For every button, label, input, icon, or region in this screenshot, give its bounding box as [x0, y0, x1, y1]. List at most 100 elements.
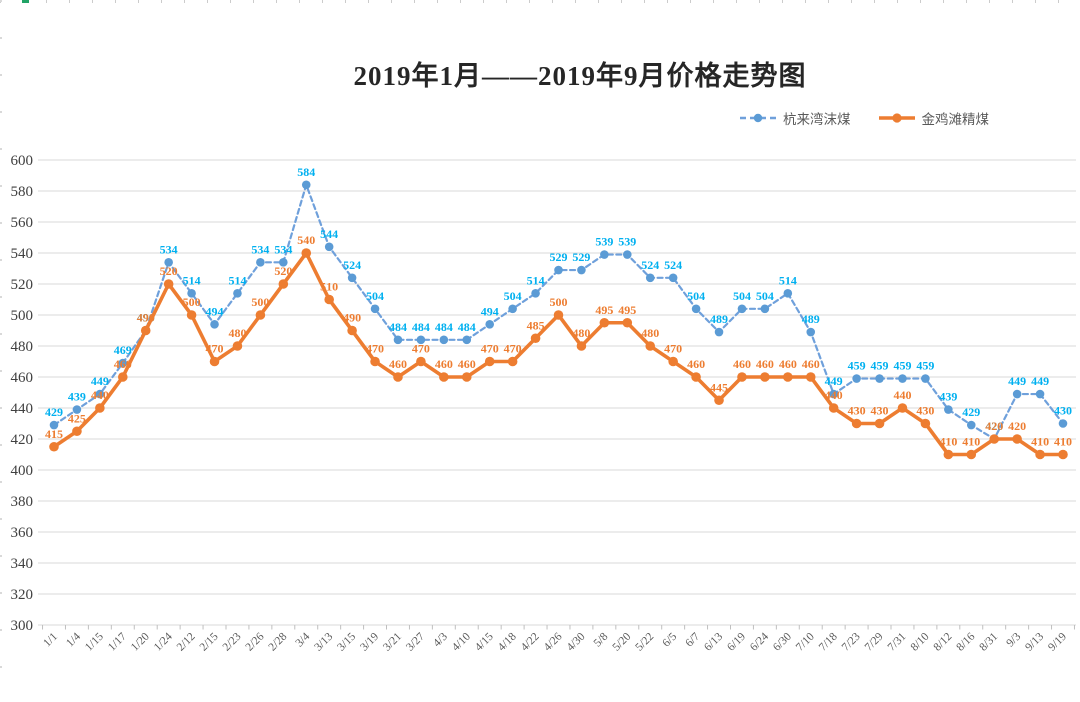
- data-point-marker[interactable]: [95, 389, 105, 399]
- data-point-marker[interactable]: [301, 248, 312, 258]
- y-axis-tick-label: 600: [11, 153, 34, 169]
- data-point-marker[interactable]: [1058, 419, 1068, 428]
- data-point-marker[interactable]: [140, 325, 151, 336]
- data-point-marker[interactable]: [393, 372, 403, 382]
- data-point-marker[interactable]: [393, 335, 403, 345]
- data-point-marker[interactable]: [577, 265, 586, 275]
- data-point-marker[interactable]: [622, 317, 633, 328]
- data-point-marker[interactable]: [324, 242, 334, 252]
- x-axis-tick-label: 7/23: [840, 630, 863, 653]
- data-point-marker[interactable]: [210, 320, 219, 329]
- data-point-marker[interactable]: [829, 389, 838, 399]
- data-point-marker[interactable]: [828, 403, 839, 413]
- data-point-marker[interactable]: [439, 335, 449, 345]
- data-point-marker[interactable]: [186, 310, 197, 320]
- data-point-marker[interactable]: [714, 327, 724, 337]
- data-point-marker[interactable]: [783, 372, 793, 382]
- data-point-marker[interactable]: [737, 304, 747, 314]
- data-point-marker[interactable]: [874, 418, 885, 429]
- data-point-marker[interactable]: [645, 273, 655, 283]
- data-point-marker[interactable]: [622, 250, 632, 259]
- data-point-marker[interactable]: [164, 258, 173, 267]
- data-point-marker[interactable]: [72, 405, 82, 414]
- data-point-marker[interactable]: [737, 372, 747, 382]
- data-point-marker[interactable]: [484, 356, 495, 367]
- data-point-marker[interactable]: [944, 405, 953, 414]
- data-point-marker[interactable]: [714, 395, 724, 406]
- data-point-marker[interactable]: [347, 325, 357, 336]
- data-point-marker[interactable]: [416, 356, 426, 367]
- data-point-marker[interactable]: [370, 356, 380, 367]
- data-point-marker[interactable]: [760, 304, 770, 314]
- data-point-marker[interactable]: [691, 372, 701, 382]
- data-point-marker[interactable]: [461, 372, 472, 382]
- data-point-marker[interactable]: [507, 356, 518, 367]
- data-point-marker[interactable]: [921, 374, 930, 383]
- data-point-marker[interactable]: [691, 304, 701, 314]
- data-point-marker[interactable]: [1058, 449, 1068, 460]
- data-label: 490: [343, 311, 361, 325]
- data-label: 460: [114, 357, 132, 371]
- data-point-marker[interactable]: [278, 279, 289, 289]
- data-point-marker[interactable]: [187, 289, 196, 298]
- data-point-marker[interactable]: [324, 294, 334, 305]
- data-point-marker[interactable]: [760, 372, 770, 382]
- data-point-marker[interactable]: [118, 358, 128, 368]
- data-point-marker[interactable]: [370, 304, 380, 314]
- data-point-marker[interactable]: [1035, 449, 1045, 460]
- data-point-marker[interactable]: [668, 356, 678, 367]
- data-point-marker[interactable]: [1035, 389, 1045, 399]
- x-axis-tick-label: 9/3: [1004, 630, 1023, 649]
- data-point-marker[interactable]: [668, 273, 678, 283]
- data-point-marker[interactable]: [920, 418, 931, 429]
- data-point-marker[interactable]: [117, 372, 128, 382]
- data-point-marker[interactable]: [897, 403, 908, 413]
- data-point-marker[interactable]: [256, 258, 265, 267]
- legend-item-series-1[interactable]: 杭来湾沫煤: [740, 108, 851, 128]
- data-point-marker[interactable]: [462, 335, 472, 345]
- data-point-marker[interactable]: [416, 335, 426, 345]
- data-point-marker[interactable]: [875, 374, 884, 383]
- data-point-marker[interactable]: [233, 289, 242, 298]
- data-point-marker[interactable]: [232, 341, 243, 351]
- data-point-marker[interactable]: [783, 289, 793, 298]
- data-point-marker[interactable]: [851, 418, 862, 429]
- data-point-marker[interactable]: [645, 341, 656, 351]
- data-point-marker[interactable]: [553, 310, 564, 320]
- data-point-marker[interactable]: [301, 180, 311, 190]
- data-point-marker[interactable]: [508, 304, 517, 314]
- legend-item-series-2[interactable]: 金鸡滩精煤: [878, 108, 989, 128]
- data-point-marker[interactable]: [95, 403, 105, 413]
- x-axis-tick-label: 1/15: [83, 630, 106, 653]
- data-point-marker[interactable]: [49, 441, 59, 452]
- data-label: 489: [710, 312, 728, 326]
- data-point-marker[interactable]: [209, 356, 220, 367]
- data-point-marker[interactable]: [852, 374, 861, 383]
- data-point-marker[interactable]: [943, 449, 954, 460]
- data-point-marker[interactable]: [805, 372, 816, 382]
- data-point-marker[interactable]: [1012, 389, 1022, 399]
- data-point-marker[interactable]: [898, 374, 907, 383]
- data-point-marker[interactable]: [599, 317, 610, 328]
- x-axis-tick-label: 4/10: [450, 630, 473, 653]
- data-point-marker[interactable]: [72, 426, 82, 437]
- data-point-marker[interactable]: [966, 449, 977, 460]
- data-point-marker[interactable]: [163, 279, 174, 289]
- data-point-marker[interactable]: [347, 273, 357, 283]
- data-point-marker[interactable]: [806, 327, 816, 337]
- data-point-marker[interactable]: [255, 310, 266, 320]
- data-point-marker[interactable]: [279, 258, 288, 267]
- data-point-marker[interactable]: [49, 420, 59, 430]
- data-point-marker[interactable]: [600, 250, 609, 259]
- data-point-marker[interactable]: [439, 372, 449, 382]
- data-label: 420: [1008, 419, 1026, 433]
- data-point-marker[interactable]: [554, 265, 563, 275]
- data-point-marker[interactable]: [531, 289, 540, 298]
- data-point-marker[interactable]: [530, 333, 541, 344]
- data-point-marker[interactable]: [1012, 434, 1022, 444]
- data-point-marker[interactable]: [485, 320, 495, 329]
- data-point-marker[interactable]: [576, 341, 587, 351]
- data-point-marker[interactable]: [989, 434, 1000, 444]
- data-point-marker[interactable]: [966, 420, 976, 430]
